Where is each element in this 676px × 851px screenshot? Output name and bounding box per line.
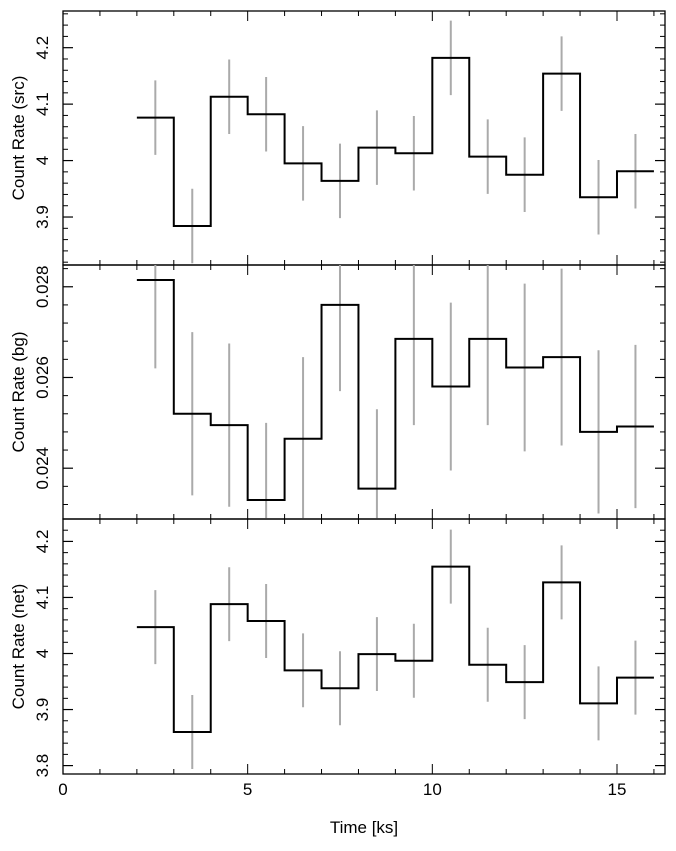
y-tick-label-net: 4 (33, 649, 52, 658)
y-tick-label-src: 4 (33, 156, 52, 165)
y-axis-label-net: Count Rate (net) (9, 584, 28, 710)
y-tick-label-bg: 0.026 (33, 356, 52, 399)
y-tick-label-net: 3.9 (33, 698, 52, 722)
y-axis-label-bg: Count Rate (bg) (9, 332, 28, 453)
x-tick-label: 10 (423, 780, 442, 799)
panel-frame-bg (62, 264, 666, 520)
x-tick-label: 0 (58, 780, 67, 799)
y-axis-label-src: Count Rate (src) (9, 76, 28, 201)
step-line-src (136, 56, 654, 228)
y-tick-label-src: 3.9 (33, 205, 52, 229)
panel-frame-net (62, 518, 666, 775)
y-tick-label-src: 4.1 (33, 92, 52, 116)
step-line-bg (136, 278, 654, 501)
step-line-net (136, 565, 654, 733)
y-tick-label-bg: 0.024 (33, 447, 52, 490)
panel-frame-src (62, 10, 666, 266)
x-axis-label: Time [ks] (330, 818, 398, 837)
y-tick-label-net: 4.2 (33, 530, 52, 554)
x-tick-label: 5 (243, 780, 252, 799)
y-tick-label-net: 4.1 (33, 586, 52, 610)
x-tick-label: 15 (608, 780, 627, 799)
y-tick-label-bg: 0.028 (33, 265, 52, 308)
y-tick-label-src: 4.2 (33, 36, 52, 60)
y-tick-label-net: 3.8 (33, 754, 52, 778)
